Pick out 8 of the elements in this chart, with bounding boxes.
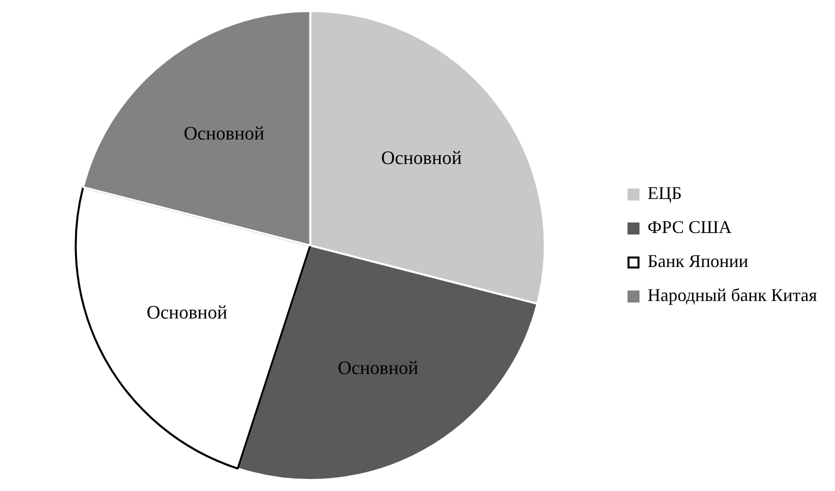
- data-label: Основной: [381, 148, 462, 170]
- data-label: Основной: [184, 123, 264, 144]
- legend-label: ЕЦБ: [647, 183, 682, 204]
- data-label: Основной: [338, 358, 418, 379]
- data-label: Основной: [146, 302, 228, 324]
- legend-label: Народный банк Китая: [647, 285, 818, 306]
- legend-label: ФРС США: [647, 217, 732, 238]
- legend-label: Банк Японии: [647, 251, 749, 272]
